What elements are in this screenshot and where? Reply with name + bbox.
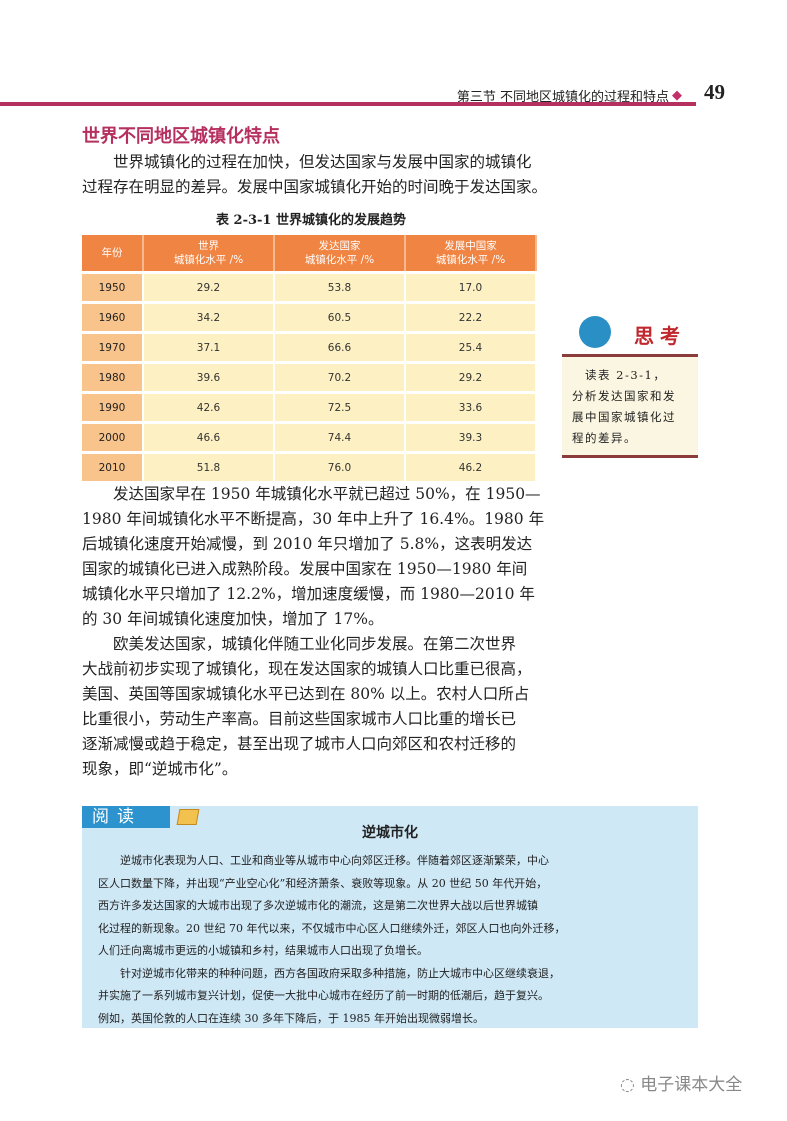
text-line: 发达国家早在 1950 年城镇化水平就已超过 50%，在 1950— xyxy=(82,485,541,503)
header-text: 发达国家 xyxy=(318,240,361,252)
header-text: 城镇化水平 /% xyxy=(173,254,244,266)
value-cell: 60.5 xyxy=(274,301,406,333)
urbanization-table: 年份 世界 城镇化水平 /% 发达国家 城镇化水平 /% 发展中国家 城镇化水平 /% 19… xyxy=(82,235,537,481)
value-cell: 39.3 xyxy=(405,421,537,453)
table-row: 1970 37.1 66.6 25.4 xyxy=(82,331,537,363)
year-cell: 2010 xyxy=(82,451,144,481)
value-cell: 22.2 xyxy=(405,301,537,333)
think-content: 读表 2-3-1， 分析发达国家和发 展中国家城镇化过 程的差异。 xyxy=(562,354,698,458)
header-text: 年份 xyxy=(101,247,123,259)
paragraph-developed-countries: 发达国家早在 1950 年城镇化水平就已超过 50%，在 1950— 1980 年… xyxy=(82,482,544,632)
head-gears-icon xyxy=(579,316,611,348)
value-cell: 42.6 xyxy=(143,391,275,423)
intro-paragraph: 世界城镇化的过程在加快，但发达国家与发展中国家的城镇化 过程存在明显的差异。发展… xyxy=(82,150,548,200)
text-line: 欧美发达国家，城镇化伴随工业化同步发展。在第二次世界 xyxy=(82,635,517,653)
text-line: 世界城镇化的过程在加快，但发达国家与发展中国家的城镇化 xyxy=(82,153,532,171)
text-line: 大战前初步实现了城镇化，现在发达国家的城镇人口比重已很高， xyxy=(82,660,532,678)
reading-box: 阅读 逆城市化 逆城市化表现为人口、工业和商业等从城市中心向郊区迁移。伴随着郊区… xyxy=(82,806,698,1028)
value-cell: 51.8 xyxy=(143,451,275,481)
column-header: 发展中国家城镇化水平 /% xyxy=(405,235,537,273)
table-row: 1960 34.2 60.5 22.2 xyxy=(82,301,537,333)
text-line: 程的差异。 xyxy=(572,431,637,445)
text-line: 例如，英国伦敦的人口在连续 30 多年下降后，于 1985 年开始出现微弱增长。 xyxy=(98,1011,484,1025)
reading-title: 逆城市化 xyxy=(362,825,418,841)
column-header: 世界城镇化水平 /% xyxy=(143,235,275,273)
section-title: 世界不同地区城镇化特点 xyxy=(82,126,280,147)
column-header: 年份 xyxy=(82,235,144,273)
table-row: 2000 46.6 74.4 39.3 xyxy=(82,421,537,453)
value-cell: 74.4 xyxy=(274,421,406,453)
text-line: 分析发达国家和发 xyxy=(572,389,676,403)
text-line: 针对逆城市化带来的种种问题，西方各国政府采取多种措施，防止大城市中心区继续衰退， xyxy=(98,966,560,980)
reading-body: 逆城市化表现为人口、工业和商业等从城市中心向郊区迁移。伴随着郊区逐渐繁荣，中心区… xyxy=(98,850,565,1030)
think-box: 思考 读表 2-3-1， 分析发达国家和发 展中国家城镇化过 程的差异。 xyxy=(562,314,698,458)
table-row: 1990 42.6 72.5 33.6 xyxy=(82,391,537,423)
value-cell: 46.6 xyxy=(143,421,275,453)
value-cell: 29.2 xyxy=(143,271,275,303)
text-line: 逐渐减慢或趋于稳定，甚至出现了城市人口向郊区和农村迁移的 xyxy=(82,735,517,753)
text-line: 美国、英国等国家城镇化水平已达到在 80% 以上。农村人口所占 xyxy=(82,685,530,703)
table-row: 1980 39.6 70.2 29.2 xyxy=(82,361,537,393)
text-line: 过程存在明显的差异。发展中国家城镇化开始的时间晚于发达国家。 xyxy=(82,178,548,196)
text-line: 并实施了一系列城市复兴计划，促使一大批中心城市在经历了前一时期的低潮后，趋于复兴… xyxy=(98,989,549,1002)
year-cell: 1960 xyxy=(82,301,144,333)
diamond-icon: ◆ xyxy=(672,88,682,103)
reading-tab: 阅读 xyxy=(82,806,170,828)
chapter-section-title: 第三节 不同地区城镇化的过程和特点 xyxy=(456,90,669,105)
value-cell: 34.2 xyxy=(143,301,275,333)
text-line: 展中国家城镇化过 xyxy=(572,410,676,424)
think-title: 思考 xyxy=(634,324,686,348)
text-line: 后城镇化速度开始减慢，到 2010 年只增加了 5.8%，这表明发达 xyxy=(82,535,533,553)
text-line: 现象，即“逆城市化”。 xyxy=(82,760,238,778)
value-cell: 53.8 xyxy=(274,271,406,303)
table-row: 2010 51.8 76.0 46.2 xyxy=(82,451,537,481)
column-header: 发达国家城镇化水平 /% xyxy=(274,235,406,273)
header-text: 城镇化水平 /% xyxy=(435,254,506,266)
value-cell: 33.6 xyxy=(405,391,537,423)
value-cell: 25.4 xyxy=(405,331,537,363)
header-text: 世界 xyxy=(198,240,219,252)
watermark: ◌ 电子课本大全 xyxy=(620,1070,742,1095)
value-cell: 70.2 xyxy=(274,361,406,393)
page-number: 49 xyxy=(704,80,725,104)
value-cell: 17.0 xyxy=(405,271,537,303)
value-cell: 46.2 xyxy=(405,451,537,481)
value-cell: 39.6 xyxy=(143,361,275,393)
year-cell: 2000 xyxy=(82,421,144,453)
text-line: 比重很小，劳动生产率高。目前这些国家城市人口比重的增长已 xyxy=(82,710,517,728)
text-line: 区人口数量下降，并出现“产业空心化”和经济萧条、衰败等现象。从 20 世纪 50… xyxy=(98,876,548,890)
text-line: 的 30 年间城镇化速度加快，增加了 17%。 xyxy=(82,610,384,628)
header-rule xyxy=(0,102,696,106)
header-text: 发展中国家 xyxy=(444,240,497,252)
wechat-icon: ◌ xyxy=(620,1075,641,1095)
value-cell: 72.5 xyxy=(274,391,406,423)
value-cell: 76.0 xyxy=(274,451,406,481)
watermark-text: 电子课本大全 xyxy=(640,1075,743,1095)
year-cell: 1950 xyxy=(82,271,144,303)
value-cell: 37.1 xyxy=(143,331,275,363)
text-line: 西方许多发达国家的大城市出现了多次逆城市化的潮流，这是第二次世界大战以后世界城镇 xyxy=(98,899,538,912)
paragraph-western-urbanization: 欧美发达国家，城镇化伴随工业化同步发展。在第二次世界 大战前初步实现了城镇化，现在… xyxy=(82,632,544,782)
header-text: 城镇化水平 /% xyxy=(304,254,375,266)
year-cell: 1980 xyxy=(82,361,144,393)
table-row: 1950 29.2 53.8 17.0 xyxy=(82,271,537,303)
text-line: 国家的城镇化已进入成熟阶段。发展中国家在 1950—1980 年间 xyxy=(82,560,528,578)
text-line: 化过程的新现象。20 世纪 70 年代以来，不仅城市中心区人口继续外迁，郊区人口… xyxy=(98,921,566,935)
year-cell: 1990 xyxy=(82,391,144,423)
year-cell: 1970 xyxy=(82,331,144,363)
text-line: 1980 年间城镇化水平不断提高，30 年中上升了 16.4%。1980 年 xyxy=(82,510,545,528)
table-caption: 表 2-3-1 世界城镇化的发展趋势 xyxy=(216,213,406,228)
text-line: 城镇化水平只增加了 12.2%，增加速度缓慢，而 1980—2010 年 xyxy=(82,585,535,603)
text-line: 逆城市化表现为人口、工业和商业等从城市中心向郊区迁移。伴随着郊区逐渐繁荣，中心 xyxy=(98,854,549,867)
text-line: 人们迁向离城市更远的小城镇和乡村，结果城市人口出现了负增长。 xyxy=(98,944,428,957)
text-line: 读表 2-3-1， xyxy=(572,368,667,382)
value-cell: 29.2 xyxy=(405,361,537,393)
value-cell: 66.6 xyxy=(274,331,406,363)
